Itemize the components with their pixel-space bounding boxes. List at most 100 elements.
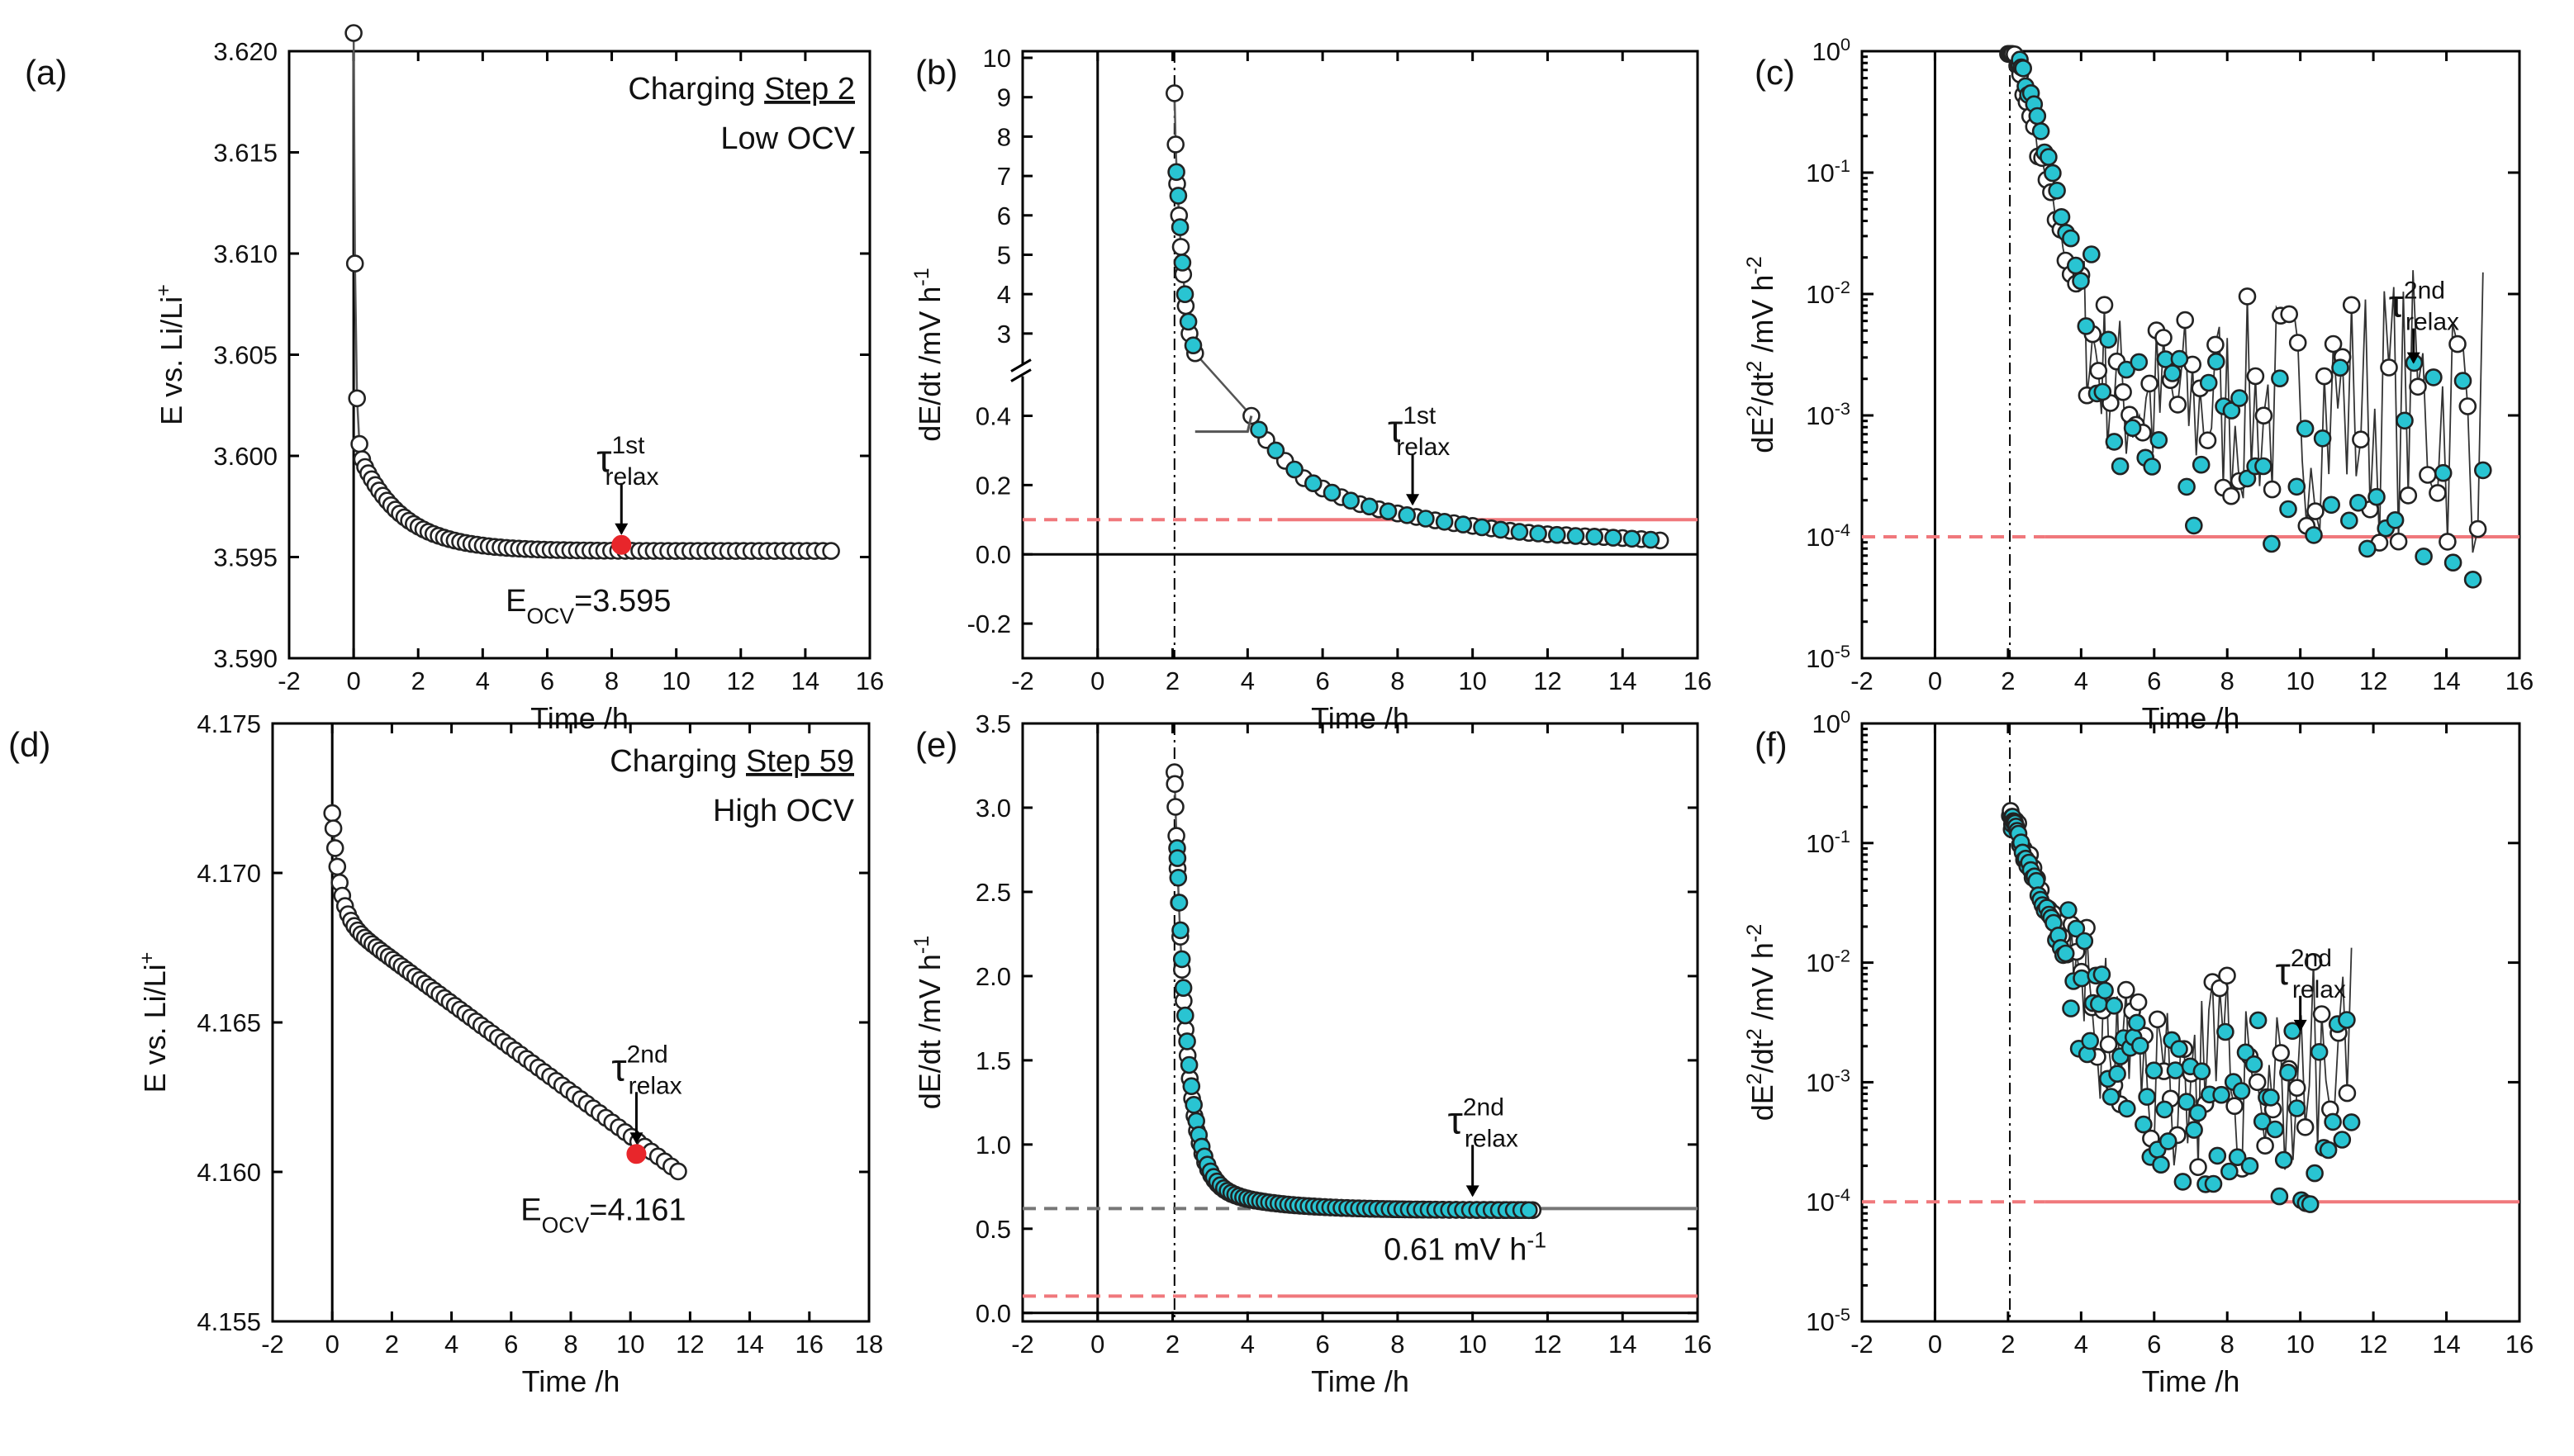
y-tick-label: 3.600 (213, 442, 278, 471)
y-tick-label: 4.170 (197, 859, 261, 888)
noise-b-point (2138, 1088, 2156, 1106)
y-tick-label: 4.160 (197, 1158, 261, 1187)
series-1-point (1174, 979, 1193, 997)
noise-a-point (2409, 377, 2427, 396)
tau-label: τ2nd relax (2389, 277, 2459, 336)
series-0-point (669, 1162, 687, 1181)
x-tick-label: 12 (676, 1330, 704, 1359)
noise-b-point (2358, 539, 2377, 558)
series-1-point (1169, 869, 1188, 887)
noise-b-point (2177, 477, 2196, 496)
x-tick-label: 4 (1241, 666, 1255, 695)
noise-b-point (2396, 411, 2414, 430)
noise-b-point (2093, 382, 2112, 401)
series-1-point (1266, 441, 1285, 460)
x-tick-label: 10 (616, 1330, 644, 1359)
series-0-point (328, 857, 347, 876)
noise-b-point (2212, 1085, 2230, 1104)
noise-a-point (2280, 305, 2298, 324)
series-0-point (324, 819, 343, 837)
noise-a-point (2288, 334, 2307, 352)
x-tick-label: 6 (540, 666, 554, 695)
ocv-level-label: High OCV (713, 794, 855, 828)
y-tick-label: 10-4 (1806, 1184, 1850, 1217)
noise-b-point (2152, 1155, 2170, 1174)
noise-b-point (2028, 107, 2047, 126)
x-axis-title: Time /h (1311, 1364, 1409, 1398)
noise-b-point (2253, 1112, 2272, 1131)
series-1-point (1473, 518, 1491, 537)
series-1-point (1379, 502, 1398, 521)
series-0-point (822, 542, 840, 560)
y-tick-label: 0.2 (976, 471, 1011, 500)
noise-b-point (2322, 496, 2340, 515)
noise-b-point (2108, 1065, 2126, 1083)
series-1-point (1179, 312, 1198, 331)
series-0-point (345, 254, 364, 273)
noise-b-point (2367, 487, 2386, 506)
x-tick-label: 0 (346, 666, 360, 695)
tau-label: τ1st relax (596, 432, 658, 491)
x-tick-label: 6 (1315, 666, 1329, 695)
x-tick-label: 10 (2286, 666, 2314, 695)
y-tick-label: 3.615 (213, 139, 278, 168)
noise-a-point (2399, 486, 2418, 505)
y-tick-label: 100 (1812, 706, 1850, 739)
series-1-point (1323, 483, 1342, 502)
noise-a-point (2168, 396, 2187, 414)
x-tick-label: 2 (1166, 666, 1180, 695)
y-tick-label: 4 (997, 280, 1011, 309)
x-tick-label: 10 (1458, 1330, 1486, 1359)
series-1-point (1178, 1032, 1196, 1051)
noise-b-point (2062, 999, 2080, 1017)
x-tick-label: 16 (856, 666, 884, 695)
noise-a-point (2429, 484, 2447, 502)
series-1-point (1184, 336, 1203, 355)
x-tick-label: 10 (662, 666, 690, 695)
tau-label: τ2nd relax (1448, 1093, 1518, 1152)
noise-b-point (2170, 1040, 2188, 1058)
noise-b-point (2199, 373, 2218, 392)
x-tick-label: 8 (605, 666, 619, 695)
noise-b-point (2207, 352, 2225, 371)
y-tick-label: 3.620 (213, 37, 278, 66)
noise-b-point (2338, 1011, 2356, 1029)
noise-b-point (2158, 1132, 2177, 1150)
noise-b-point (2040, 148, 2058, 166)
noise-b-point (2170, 349, 2189, 368)
series-1-point (1604, 529, 1622, 547)
series-0-point (1166, 84, 1184, 102)
x-tick-label: 2 (385, 1330, 399, 1359)
plot-frame (1860, 50, 2521, 660)
noise-b-point (2333, 1131, 2352, 1149)
noise-a-point (2222, 486, 2240, 505)
noise-b-point (2105, 997, 2124, 1015)
x-tick-label: 10 (2286, 1330, 2314, 1359)
series-1-point (1548, 525, 1566, 544)
noise-b-point (2208, 1146, 2227, 1165)
noise-b-point (2324, 1112, 2342, 1131)
noise-b-point (2077, 317, 2096, 335)
noise-b-point (2185, 516, 2203, 535)
series-0-point (344, 24, 363, 42)
y-tick-label: 10-2 (1806, 945, 1850, 978)
noise-a-point (2189, 1158, 2207, 1176)
noise-b-point (2474, 461, 2492, 480)
series-1-point (1182, 1077, 1201, 1095)
noise-b-point (2331, 358, 2349, 377)
tau-arrowhead (1406, 494, 1420, 506)
x-tick-label: 14 (2432, 666, 2460, 695)
y-tick-label: 6 (997, 202, 1011, 230)
series-1-point (1622, 529, 1641, 548)
series-0-point (323, 804, 342, 823)
axis-break-mark (1010, 358, 1032, 372)
noise-a-point (2312, 1005, 2331, 1023)
panel-letter: (b) (915, 53, 957, 92)
noise-b-point (2238, 469, 2257, 488)
noise-b-point (2271, 369, 2289, 388)
x-tick-label: 8 (563, 1330, 577, 1359)
tau-arrowhead (615, 523, 629, 535)
eocv-label: EOCV=3.595 (506, 584, 671, 628)
noise-a-point (2263, 480, 2282, 499)
x-axis-title: Time /h (522, 1364, 620, 1398)
